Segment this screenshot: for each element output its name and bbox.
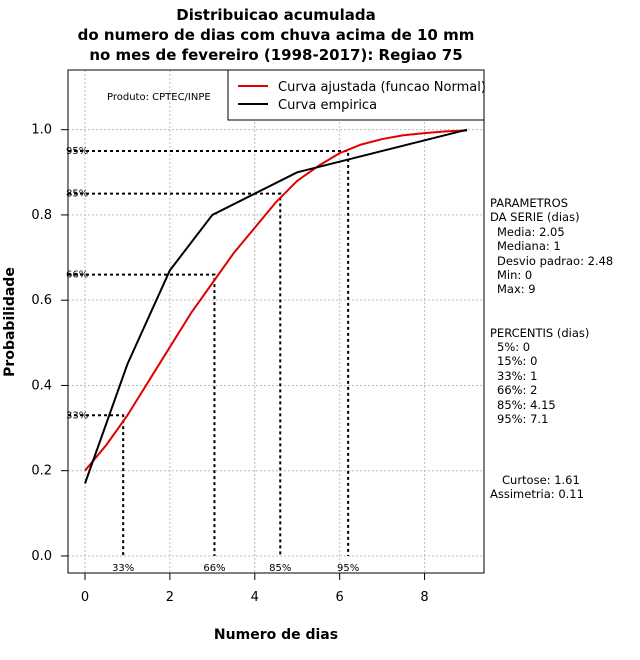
x-tick-label-0: 0 — [81, 590, 89, 605]
percentis-heading: PERCENTIS (dias) — [490, 326, 589, 340]
percentile-layer: 33% 33% 66% 66% 85% 85% 95% 95% — [66, 146, 359, 574]
kurtosis-stat: Curtose: 1.61 — [502, 473, 580, 487]
grid-layer — [68, 70, 484, 573]
x-axis-title: Numero de dias — [214, 627, 338, 643]
parameter-max: Max: 9 — [497, 282, 536, 296]
percentil-33: 33%: 1 — [497, 369, 537, 383]
x-axis: 0 2 4 6 8 — [81, 572, 429, 605]
plot-frame — [67, 69, 485, 574]
percentile-bottom-label-1: 66% — [203, 563, 225, 574]
y-axis: 0.0 0.2 0.4 0.6 0.8 1.0 — [31, 123, 69, 564]
x-tick-label-2: 4 — [251, 590, 259, 605]
legend-box — [227, 69, 485, 121]
percentile-left-label-2: 85% — [66, 189, 88, 200]
parameter-std: Desvio padrao: 2.48 — [497, 254, 613, 268]
y-tick-label-5: 1.0 — [31, 123, 52, 138]
y-tick-label-0: 0.0 — [31, 549, 52, 564]
percentile-left-label-3: 95% — [66, 146, 88, 157]
chart-title-line-3: no mes de fevereiro (1998-2017): Regiao … — [89, 46, 462, 64]
percentil-5: 5%: 0 — [497, 340, 530, 354]
y-tick-label-4: 0.8 — [31, 208, 52, 223]
parameters-panel: PARAMETROS DA SERIE (dias) Media: 2.05 M… — [490, 196, 613, 296]
product-label: Produto: CPTEC/INPE — [107, 92, 211, 103]
series-line-0 — [84, 129, 468, 472]
percentil-15: 15%: 0 — [497, 354, 537, 368]
parameters-heading-1: PARAMETROS — [490, 196, 568, 210]
parameter-min: Min: 0 — [497, 268, 532, 282]
legend: Curva ajustada (funcao Normal) Curva emp… — [227, 69, 486, 121]
x-tick-label-1: 2 — [166, 590, 174, 605]
y-tick-label-1: 0.2 — [31, 464, 52, 479]
percentile-bottom-label-0: 33% — [112, 563, 134, 574]
percentile-guide-0 — [68, 414, 125, 556]
percentis-panel: PERCENTIS (dias) 5%: 0 15%: 0 33%: 1 66%… — [490, 326, 589, 426]
percentil-66: 66%: 2 — [497, 383, 537, 397]
y-tick-label-3: 0.6 — [31, 293, 52, 308]
series-line-1 — [84, 128, 468, 484]
parameters-heading-2: DA SERIE (dias) — [490, 210, 580, 224]
percentile-left-label-0: 33% — [66, 410, 88, 421]
percentile-guide-2 — [68, 192, 282, 556]
percentile-guide-3 — [68, 149, 350, 556]
percentile-bottom-label-3: 95% — [337, 563, 359, 574]
y-tick-label-2: 0.4 — [31, 378, 52, 393]
x-tick-label-3: 6 — [336, 590, 344, 605]
shape-stats-panel: Curtose: 1.61 Assimetria: 0.11 — [490, 473, 584, 501]
series-layer — [84, 128, 468, 484]
skewness-stat: Assimetria: 0.11 — [490, 487, 584, 501]
chart-title-line-1: Distribuicao acumulada — [176, 6, 375, 24]
y-axis-title: Probabilidade — [2, 267, 18, 377]
percentil-85: 85%: 4.15 — [497, 398, 556, 412]
parameter-mean: Media: 2.05 — [497, 225, 565, 239]
percentile-left-label-1: 66% — [66, 270, 88, 281]
chart-title-line-2: do numero de dias com chuva acima de 10 … — [78, 26, 475, 44]
parameter-median: Mediana: 1 — [497, 239, 561, 253]
percentile-bottom-label-2: 85% — [269, 563, 291, 574]
legend-label-fitted: Curva ajustada (funcao Normal) — [278, 80, 486, 95]
legend-label-empirical: Curva empirica — [278, 98, 377, 113]
percentil-95: 95%: 7.1 — [497, 412, 548, 426]
percentile-guide-1 — [68, 273, 216, 556]
x-tick-label-4: 8 — [420, 590, 428, 605]
